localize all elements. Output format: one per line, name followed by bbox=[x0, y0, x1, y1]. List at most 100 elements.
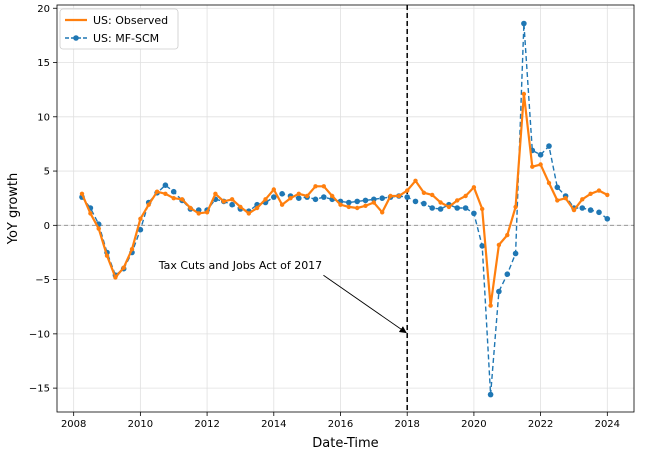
point-observed bbox=[555, 198, 560, 203]
legend-box bbox=[59, 8, 179, 50]
y-axis-title: YoY growth bbox=[6, 173, 21, 245]
point-observed bbox=[146, 202, 151, 207]
point-mf-scm bbox=[412, 198, 419, 205]
legend-label-observed: US: Observed bbox=[93, 14, 168, 27]
point-observed bbox=[338, 202, 343, 207]
x-tick-label: 2024 bbox=[595, 419, 620, 430]
point-observed bbox=[288, 196, 293, 201]
point-observed bbox=[179, 197, 185, 202]
point-observed bbox=[388, 193, 393, 199]
y-tick-label: 0 bbox=[44, 221, 50, 232]
legend-marker-mf-scm bbox=[73, 35, 79, 41]
point-observed bbox=[221, 199, 226, 204]
point-mf-scm bbox=[521, 20, 527, 27]
point-mf-scm bbox=[579, 205, 586, 211]
x-tick-label: 2018 bbox=[394, 419, 419, 430]
point-mf-scm bbox=[371, 196, 377, 203]
point-mf-scm bbox=[354, 198, 361, 205]
legend: US: Observed US: MF-SCM bbox=[59, 8, 179, 50]
point-observed bbox=[138, 216, 143, 221]
point-observed bbox=[488, 303, 493, 308]
point-observed bbox=[279, 202, 285, 207]
point-mf-scm bbox=[271, 194, 277, 200]
point-observed bbox=[471, 185, 477, 190]
x-tick-label: 2020 bbox=[461, 419, 486, 430]
point-observed bbox=[438, 200, 443, 205]
point-mf-scm bbox=[454, 205, 461, 211]
point-mf-scm bbox=[296, 195, 302, 201]
point-observed bbox=[88, 211, 93, 216]
point-observed bbox=[463, 193, 468, 199]
point-observed bbox=[188, 205, 193, 211]
point-observed bbox=[413, 178, 418, 183]
x-tick-label: 2010 bbox=[128, 419, 153, 430]
point-observed bbox=[446, 204, 452, 210]
y-tick-label: −10 bbox=[29, 329, 50, 340]
point-observed bbox=[455, 198, 460, 203]
point-observed bbox=[313, 184, 318, 189]
x-tick-label: 2022 bbox=[528, 419, 553, 430]
point-observed bbox=[121, 265, 126, 270]
point-observed bbox=[79, 191, 85, 196]
point-observed bbox=[605, 192, 610, 198]
point-mf-scm bbox=[229, 201, 235, 208]
y-tick-label: 15 bbox=[37, 58, 50, 69]
point-mf-scm bbox=[487, 391, 494, 398]
point-mf-scm bbox=[279, 191, 285, 197]
y-tick-label: 5 bbox=[44, 167, 50, 178]
x-tick-label: 2014 bbox=[261, 419, 286, 430]
y-tick-label: 20 bbox=[37, 4, 50, 15]
point-observed bbox=[129, 247, 135, 252]
point-mf-scm bbox=[471, 210, 477, 217]
annotation: Tax Cuts and Jobs Act of 2017 bbox=[158, 259, 407, 334]
x-tick-label: 2008 bbox=[61, 419, 86, 430]
annotation-text: Tax Cuts and Jobs Act of 2017 bbox=[158, 259, 323, 272]
point-observed bbox=[113, 275, 118, 280]
point-observed bbox=[321, 184, 326, 189]
point-mf-scm bbox=[362, 197, 369, 204]
point-observed bbox=[171, 196, 176, 201]
point-mf-scm bbox=[421, 200, 427, 207]
point-observed bbox=[229, 197, 235, 202]
point-mf-scm bbox=[170, 188, 177, 195]
point-observed bbox=[588, 191, 593, 196]
point-observed bbox=[254, 205, 260, 211]
point-mf-scm bbox=[346, 199, 352, 206]
point-observed bbox=[421, 190, 427, 195]
x-axis-title: Date-Time bbox=[312, 436, 378, 451]
point-observed bbox=[371, 200, 376, 205]
point-mf-scm bbox=[587, 207, 594, 213]
point-observed bbox=[163, 191, 168, 196]
point-observed bbox=[496, 242, 502, 248]
series-line-observed bbox=[80, 93, 608, 306]
point-observed bbox=[271, 187, 276, 192]
point-observed bbox=[513, 204, 518, 210]
point-observed bbox=[380, 210, 385, 215]
y-tick-label: −5 bbox=[35, 275, 50, 286]
point-mf-scm bbox=[596, 209, 602, 216]
point-observed bbox=[196, 211, 201, 216]
point-observed bbox=[405, 188, 410, 193]
point-mf-scm bbox=[496, 288, 502, 295]
y-tick-label: 10 bbox=[37, 112, 50, 123]
point-observed bbox=[430, 192, 435, 198]
annotation-arrow bbox=[323, 274, 407, 334]
x-axis-ticks: 2008 2010 2012 2014 2016 2018 2020 2022 2024 bbox=[61, 412, 620, 430]
point-observed bbox=[204, 210, 210, 215]
point-mf-scm bbox=[137, 226, 144, 233]
point-observed bbox=[530, 164, 535, 169]
point-mf-scm bbox=[321, 194, 327, 200]
y-axis-ticks: −15 −10 −5 0 5 10 15 20 bbox=[29, 4, 57, 395]
point-observed bbox=[505, 232, 510, 238]
point-observed bbox=[538, 162, 543, 167]
point-observed bbox=[104, 253, 110, 258]
point-mf-scm bbox=[546, 143, 552, 149]
point-observed bbox=[363, 203, 368, 208]
point-mf-scm bbox=[504, 271, 511, 278]
x-tick-label: 2016 bbox=[328, 419, 353, 430]
y-tick-label: −15 bbox=[29, 384, 50, 395]
point-mf-scm bbox=[479, 243, 486, 249]
point-mf-scm bbox=[554, 184, 561, 191]
point-mf-scm bbox=[404, 194, 411, 200]
point-observed bbox=[296, 191, 301, 196]
